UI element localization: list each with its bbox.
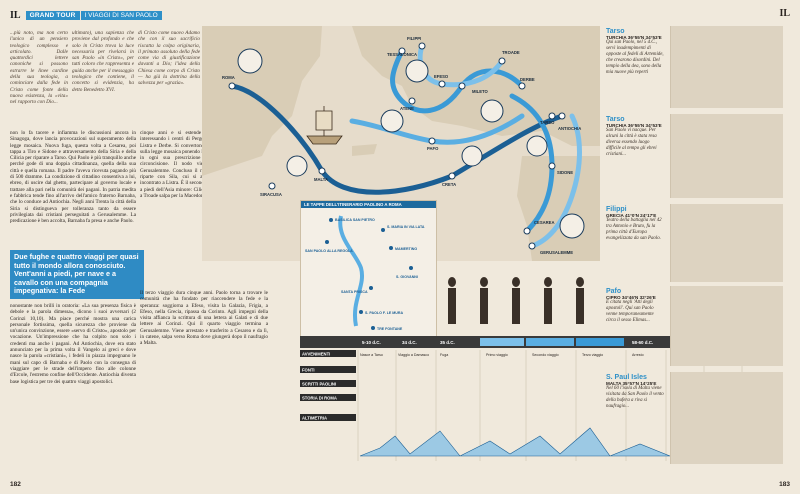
svg-text:PAFO: PAFO	[427, 146, 439, 151]
entry-coords: TURCHIA 36°55'N 34°53'E	[606, 123, 662, 128]
svg-text:58-60 d.C.: 58-60 d.C.	[632, 340, 653, 345]
sidebar-entry-1: Tarso TURCHIA 36°55'N 34°53'E Qui san Pa…	[606, 28, 664, 75]
place-illustration-4	[670, 286, 783, 366]
svg-text:TROADE: TROADE	[502, 50, 520, 55]
svg-text:TESSALONICA: TESSALONICA	[387, 52, 417, 57]
entry-title: S. Paul Isles	[606, 374, 647, 381]
sidebar-entry-2: Tarso TURCHIA 36°55'N 34°53'E San Paolo …	[606, 116, 664, 158]
svg-text:Viaggio a Damasco: Viaggio a Damasco	[398, 353, 429, 357]
svg-text:SCRITTI PAOLINI: SCRITTI PAOLINI	[302, 382, 336, 387]
svg-text:SIDONE: SIDONE	[557, 170, 573, 175]
svg-text:MILETO: MILETO	[472, 89, 488, 94]
entry-text: Nel 60 l'isola di Malta viene visitata d…	[606, 386, 664, 409]
body-col-1: non lo fa tacere e infiamma le discussio…	[10, 130, 136, 225]
entry-text: San Paolo vi nacque. Per alcuni la città…	[606, 128, 657, 157]
rome-box-title: LE TAPPE DELL'ITINERARIO PAOLINO A ROMA	[301, 201, 436, 208]
entry-text: È citata negli 'Atti degli apostoli'. Qu…	[606, 300, 654, 323]
rome-itinerary-box: LE TAPPE DELL'ITINERARIO PAOLINO A ROMA …	[300, 200, 437, 338]
svg-text:5-10 d.C.: 5-10 d.C.	[362, 340, 381, 345]
svg-text:EFESO: EFESO	[434, 74, 449, 79]
intro-col-3: di Cristo come nuovo Adamo che con il su…	[138, 30, 200, 87]
rome-map: BASILICA SAN PIETRO SAN PAOLO ALLA REGOL…	[305, 215, 425, 331]
svg-text:S. GIOVANNI: S. GIOVANNI	[396, 275, 418, 279]
svg-text:STORIA DI ROMA: STORIA DI ROMA	[302, 396, 337, 401]
svg-text:TARSO: TARSO	[540, 120, 555, 125]
svg-text:FILIPPI: FILIPPI	[407, 36, 421, 41]
sidebar-places: Tarso TURCHIA 36°55'N 34°53'E Qui san Pa…	[606, 26, 786, 466]
page-number-left: 182	[10, 481, 21, 488]
sidebar-entry-5: S. Paul Isles MALTA 35°57'N 14°25'E Nel …	[606, 374, 664, 410]
entry-title: Tarso	[606, 28, 625, 35]
svg-text:ROMA: ROMA	[222, 75, 235, 80]
svg-text:Terzo viaggio: Terzo viaggio	[582, 353, 603, 357]
svg-text:ALTIMETRIA: ALTIMETRIA	[302, 416, 327, 421]
sidebar-entry-4: Pafo CIPRO 34°46'N 32°26'E È citata negl…	[606, 288, 664, 324]
body-col-2: nonostante non brilli in oratoria: «La s…	[10, 303, 136, 385]
svg-text:CESAREA: CESAREA	[534, 220, 554, 225]
saint-figures	[448, 277, 584, 324]
page-number-right: 183	[779, 481, 790, 488]
entry-coords: MALTA 35°57'N 14°25'E	[606, 381, 657, 386]
magazine-mark-left: IL	[10, 9, 21, 21]
svg-text:Arresto: Arresto	[632, 353, 644, 357]
svg-text:MALTA: MALTA	[314, 177, 328, 182]
intro-col-1: ...più noto, ma non certo l'unico di un …	[10, 30, 68, 106]
entry-coords: TURCHIA 36°55'N 34°53'E	[606, 35, 662, 40]
place-illustration-1	[670, 26, 783, 108]
body-col-4: Il terzo viaggio dura cinque anni. Paolo…	[140, 290, 268, 347]
place-illustration-5	[670, 372, 783, 464]
entry-coords: GRECIA 41°0'N 24°17'E	[606, 213, 657, 218]
sidebar-entry-3: Filippi GRECIA 41°0'N 24°17'E Teatro del…	[606, 206, 664, 242]
svg-text:GERUSALEMME: GERUSALEMME	[540, 250, 573, 255]
svg-text:Fuga: Fuga	[440, 353, 448, 357]
entry-title: Pafo	[606, 288, 622, 295]
svg-text:35 d.C.: 35 d.C.	[440, 340, 455, 345]
place-illustration-2	[670, 114, 783, 198]
svg-text:Primo viaggio: Primo viaggio	[486, 353, 508, 357]
svg-text:S. PAOLO F. LE MURA: S. PAOLO F. LE MURA	[365, 311, 403, 315]
svg-text:TRE FONTANE: TRE FONTANE	[377, 327, 403, 331]
svg-text:34 d.C.: 34 d.C.	[402, 340, 417, 345]
magazine-mark-right: IL	[779, 8, 790, 19]
svg-text:ANTIOCHIA: ANTIOCHIA	[558, 126, 581, 131]
section-header: IL GRAND TOUR I VIAGGI DI SAN PAOLO	[10, 9, 162, 21]
svg-text:FONTI: FONTI	[302, 368, 315, 373]
svg-text:AVVENIMENTI: AVVENIMENTI	[302, 352, 330, 357]
svg-text:S. MARIA IN VIA LATA: S. MARIA IN VIA LATA	[387, 225, 425, 229]
pull-quote: Due fughe e quattro viaggi per quasi tut…	[10, 250, 144, 299]
svg-text:Secondo viaggio: Secondo viaggio	[532, 353, 559, 357]
entry-text: Teatro della battaglia nel 42 tra Antoni…	[606, 218, 662, 241]
entry-title: Tarso	[606, 116, 625, 123]
svg-text:SANTA PRISCA: SANTA PRISCA	[341, 290, 368, 294]
svg-text:DERBE: DERBE	[520, 77, 535, 82]
place-illustration-3	[670, 204, 783, 282]
intro-col-2: ultimato), una sapienza che proviene dal…	[72, 30, 134, 93]
entry-title: Filippi	[606, 206, 627, 213]
svg-text:ATENE: ATENE	[400, 106, 414, 111]
section-tag: GRAND TOUR	[25, 10, 80, 20]
svg-text:Nasce a Tarso: Nasce a Tarso	[360, 353, 383, 357]
entry-text: Qui san Paolo, nel 5 d.C., servì inademp…	[606, 40, 664, 75]
svg-text:MAMERTINO: MAMERTINO	[395, 247, 417, 251]
entry-coords: CIPRO 34°46'N 32°26'E	[606, 295, 656, 300]
svg-text:CRETA: CRETA	[442, 182, 456, 187]
svg-text:SIRACUSA: SIRACUSA	[260, 192, 282, 197]
svg-text:SAN PAOLO ALLA REGOLA: SAN PAOLO ALLA REGOLA	[305, 249, 353, 253]
topic-tag: I VIAGGI DI SAN PAOLO	[80, 10, 162, 20]
svg-text:BASILICA SAN PIETRO: BASILICA SAN PIETRO	[335, 218, 375, 222]
